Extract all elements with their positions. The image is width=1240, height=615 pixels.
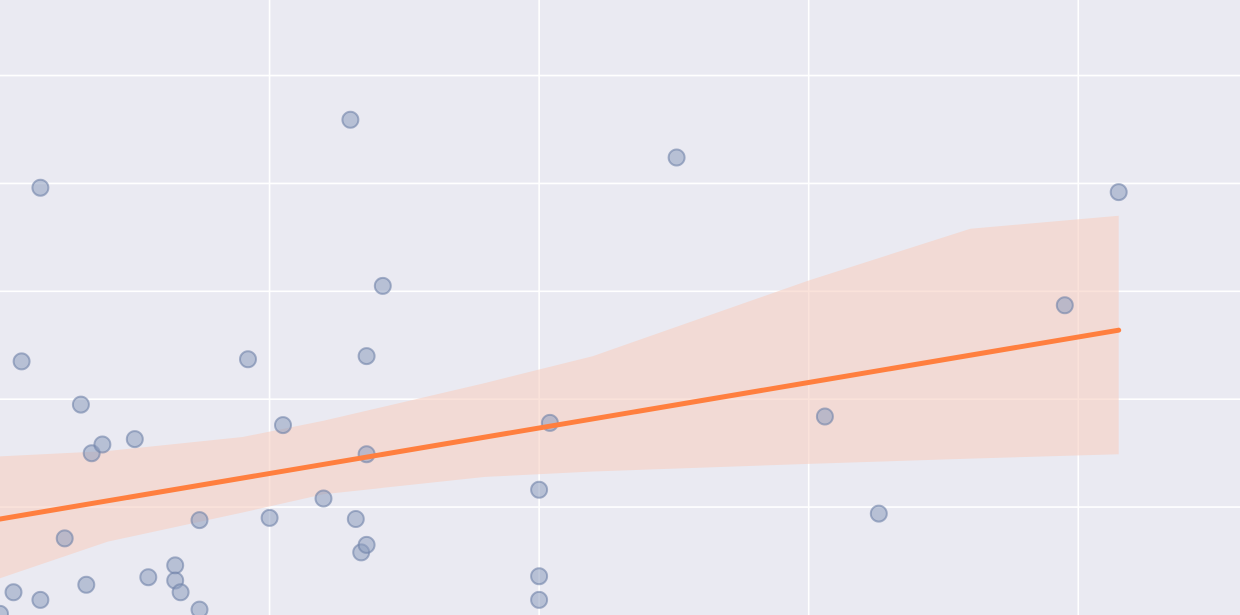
scatter-point	[341, 110, 360, 129]
scatter-point	[190, 600, 209, 615]
scatter-point	[239, 350, 257, 369]
scatter-point	[530, 567, 549, 586]
scatter-point	[530, 590, 549, 609]
scatter-point	[190, 511, 209, 530]
scatter-point	[869, 504, 888, 523]
scatter-point	[31, 590, 50, 609]
scatter-point	[260, 508, 279, 527]
scatter-point	[667, 148, 686, 167]
regression-line-layer	[0, 327, 1122, 522]
scatter-point	[274, 416, 292, 435]
scatter-point	[314, 489, 333, 508]
confidence-band	[0, 215, 1119, 579]
scatter-point	[530, 480, 549, 499]
scatter-point	[373, 276, 392, 295]
scatter-point	[12, 352, 31, 371]
scatter-point	[166, 556, 185, 575]
scatter-point	[4, 583, 23, 602]
scatter-point	[1109, 183, 1128, 202]
scatter-point	[55, 529, 74, 548]
scatter-point	[171, 583, 190, 602]
scatter-point	[357, 347, 376, 366]
scatter-point	[77, 575, 96, 594]
scatter-points	[0, 110, 1128, 615]
scatter-point	[125, 430, 144, 449]
scatter-point	[1055, 296, 1074, 315]
confidence-band-layer	[0, 215, 1119, 579]
scatter-point	[71, 395, 90, 414]
scatter-point	[346, 510, 365, 528]
regression-line	[0, 327, 1122, 522]
scatter-point	[0, 604, 9, 615]
scatter-point	[93, 435, 112, 454]
scatter-point	[31, 178, 50, 197]
scatter-point	[139, 568, 158, 587]
scatter-point	[357, 535, 376, 554]
scatter-point	[815, 407, 834, 426]
